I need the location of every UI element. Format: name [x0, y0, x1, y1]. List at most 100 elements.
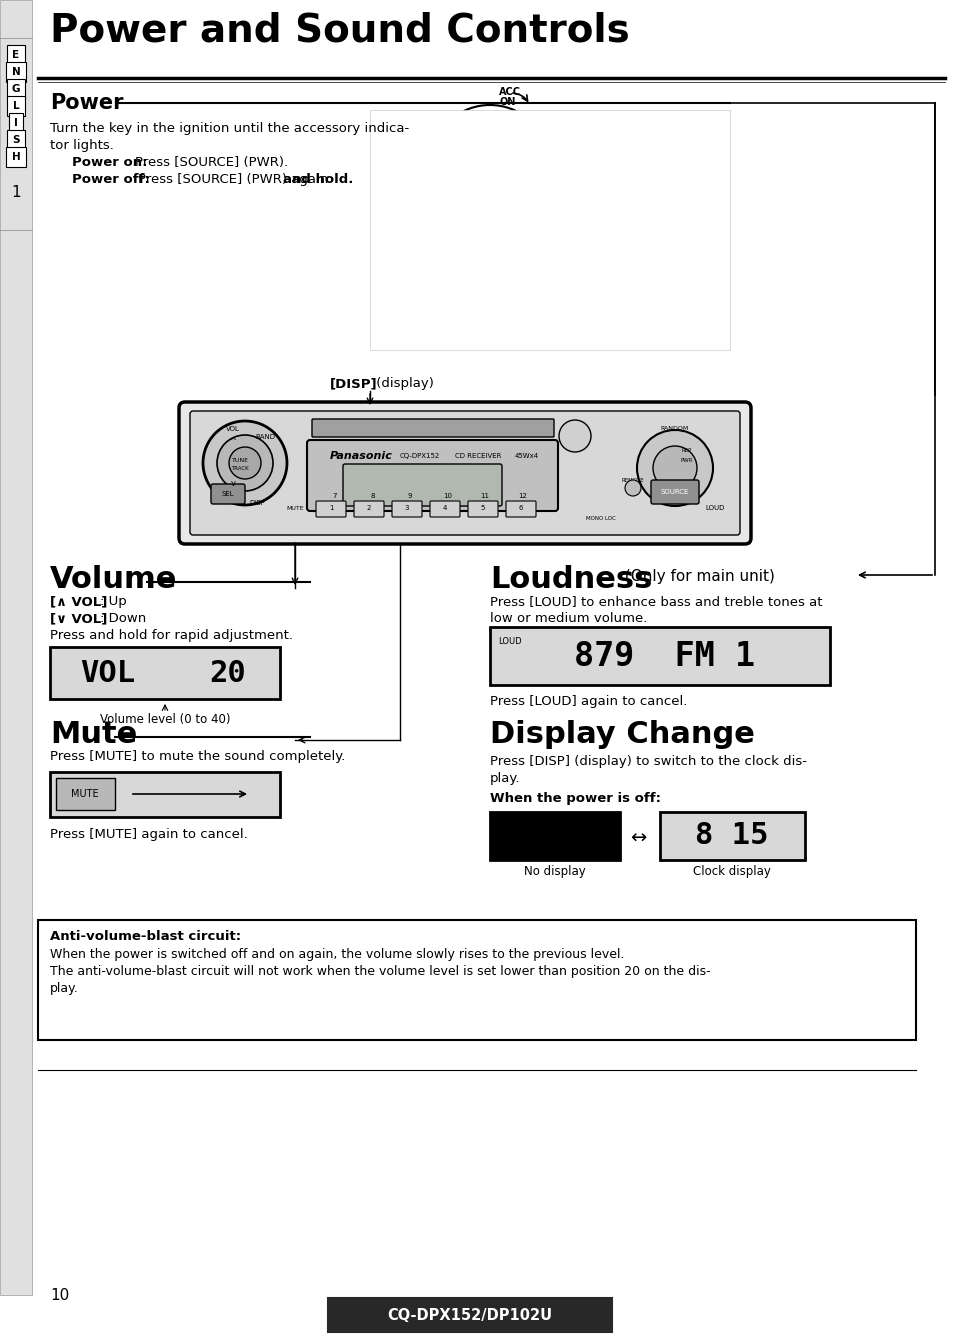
Text: 879  FM 1: 879 FM 1 [574, 639, 755, 673]
FancyBboxPatch shape [315, 501, 346, 517]
Text: No display: No display [523, 865, 585, 878]
Text: Press and hold for rapid adjustment.: Press and hold for rapid adjustment. [50, 629, 293, 642]
Text: 7: 7 [333, 493, 337, 499]
Circle shape [624, 481, 640, 497]
Text: Power: Power [50, 93, 123, 113]
Text: 45Wx4: 45Wx4 [515, 453, 538, 459]
Text: SEL: SEL [221, 491, 234, 497]
Circle shape [558, 421, 590, 453]
FancyBboxPatch shape [56, 778, 115, 810]
Text: LOUD: LOUD [704, 505, 724, 511]
Text: Power on:: Power on: [71, 156, 152, 170]
Text: 12: 12 [518, 493, 527, 499]
Text: Press [MUTE] to mute the sound completely.: Press [MUTE] to mute the sound completel… [50, 750, 345, 764]
Text: Clock display: Clock display [692, 865, 770, 878]
Text: 4: 4 [442, 505, 447, 511]
Text: ↔: ↔ [629, 829, 645, 848]
Bar [0, 0, 32, 1295]
Text: SOURCE: SOURCE [660, 489, 688, 495]
FancyBboxPatch shape [328, 1298, 612, 1332]
Text: Press [MUTE] again to cancel.: Press [MUTE] again to cancel. [50, 828, 248, 841]
Text: TRACK: TRACK [231, 466, 249, 470]
Text: Anti-volume-blast circuit:: Anti-volume-blast circuit: [50, 930, 241, 943]
Text: 1: 1 [329, 505, 333, 511]
Text: REP: REP [681, 447, 692, 453]
Bar [659, 812, 804, 860]
Text: Loudness: Loudness [490, 565, 652, 594]
Text: MONO LOC: MONO LOC [585, 515, 616, 521]
Text: Panasonic: Panasonic [330, 451, 393, 461]
Text: 20: 20 [210, 658, 246, 688]
FancyBboxPatch shape [211, 485, 245, 505]
Text: I: I [14, 117, 18, 128]
Text: play.: play. [490, 772, 520, 785]
Text: LOUD: LOUD [497, 637, 521, 646]
Text: 10: 10 [50, 1287, 70, 1303]
Bar [370, 109, 729, 350]
Text: BAND: BAND [254, 434, 274, 441]
Circle shape [229, 447, 261, 479]
Circle shape [652, 446, 697, 490]
Text: ^: ^ [230, 438, 236, 446]
Bar [490, 812, 619, 860]
Text: 8: 8 [371, 493, 375, 499]
Text: DISP: DISP [249, 501, 265, 506]
Text: Press [LOUD] to enhance bass and treble tones at: Press [LOUD] to enhance bass and treble … [490, 595, 821, 607]
Text: ON: ON [499, 97, 516, 107]
FancyBboxPatch shape [430, 501, 459, 517]
Text: 6: 6 [518, 505, 522, 511]
Text: tor lights.: tor lights. [50, 139, 113, 152]
Text: [∨ VOL]: [∨ VOL] [50, 611, 108, 625]
Text: Power and Sound Controls: Power and Sound Controls [50, 12, 629, 49]
Bar [38, 920, 915, 1040]
Text: N: N [11, 67, 20, 77]
FancyBboxPatch shape [354, 501, 384, 517]
Text: Turn the key in the ignition until the accessory indica-: Turn the key in the ignition until the a… [50, 121, 409, 135]
Text: S: S [12, 135, 20, 146]
Text: TUNE: TUNE [232, 458, 248, 462]
Text: : Down: : Down [100, 611, 146, 625]
Text: CD RECEIVER: CD RECEIVER [455, 453, 501, 459]
Circle shape [637, 430, 712, 506]
Text: RANDOM: RANDOM [660, 426, 688, 431]
Bar [50, 772, 280, 817]
Text: L: L [12, 101, 19, 111]
Text: Press [SOURCE] (PWR) again: Press [SOURCE] (PWR) again [138, 174, 333, 186]
Text: 1: 1 [11, 186, 21, 200]
Text: CQ-DPX152/DP102U: CQ-DPX152/DP102U [387, 1307, 552, 1323]
Text: MUTE: MUTE [71, 789, 99, 800]
FancyBboxPatch shape [505, 501, 536, 517]
Circle shape [203, 421, 287, 505]
Text: When the power is switched off and on again, the volume slowly rises to the prev: When the power is switched off and on ag… [50, 948, 624, 961]
Text: (display): (display) [372, 376, 434, 390]
Text: When the power is off:: When the power is off: [490, 792, 660, 805]
Text: 10: 10 [443, 493, 452, 499]
Bar [490, 627, 829, 685]
FancyBboxPatch shape [312, 419, 554, 437]
Text: VOL: VOL [80, 658, 135, 688]
FancyBboxPatch shape [650, 481, 699, 505]
Text: MUTE: MUTE [286, 506, 303, 510]
Text: 2: 2 [366, 505, 371, 511]
Text: Power off:: Power off: [71, 174, 154, 186]
FancyBboxPatch shape [307, 441, 558, 511]
Text: low or medium volume.: low or medium volume. [490, 611, 647, 625]
FancyBboxPatch shape [392, 501, 421, 517]
Text: [∧ VOL]: [∧ VOL] [50, 595, 108, 607]
Text: [DISP]: [DISP] [330, 376, 377, 390]
Text: PWR: PWR [680, 458, 693, 462]
Text: 3: 3 [404, 505, 409, 511]
Text: Volume: Volume [50, 565, 177, 594]
Text: : Up: : Up [100, 595, 127, 607]
Text: v: v [231, 479, 235, 489]
Text: REMOTE: REMOTE [621, 478, 643, 482]
Text: 9: 9 [407, 493, 412, 499]
Text: Volume level (0 to 40): Volume level (0 to 40) [100, 713, 230, 726]
Circle shape [216, 435, 273, 491]
Text: VOL: VOL [226, 426, 240, 433]
Text: play.: play. [50, 983, 79, 995]
Text: E: E [12, 49, 20, 60]
FancyBboxPatch shape [179, 402, 750, 543]
Text: (Only for main unit): (Only for main unit) [619, 569, 774, 583]
Text: 8 15: 8 15 [695, 821, 768, 850]
